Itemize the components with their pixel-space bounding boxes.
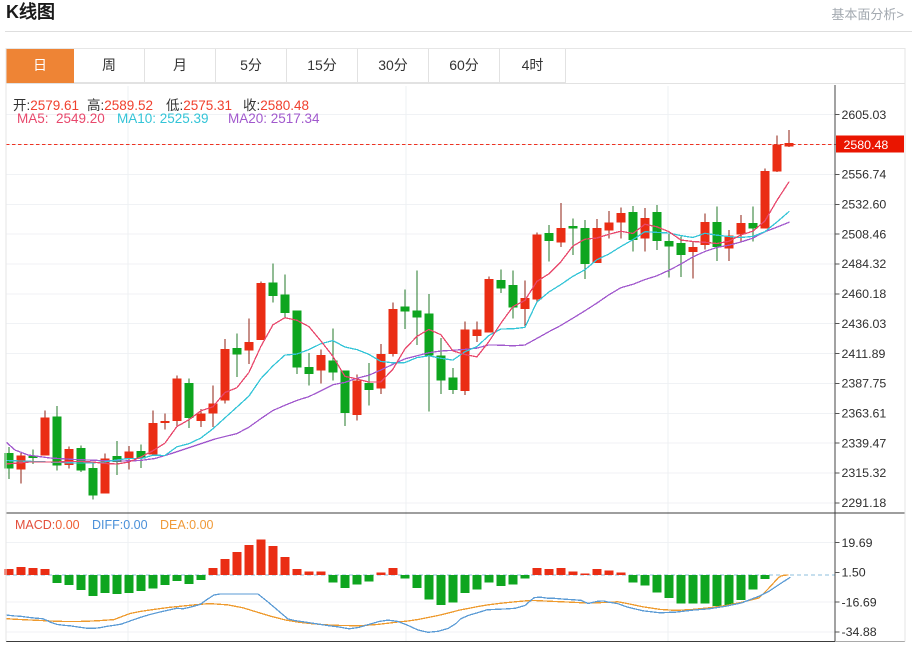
svg-text:2315.32: 2315.32: [842, 466, 887, 480]
svg-text:2532.60: 2532.60: [842, 198, 887, 212]
svg-text:2605.03: 2605.03: [842, 108, 887, 122]
svg-text:2387.75: 2387.75: [842, 377, 887, 391]
svg-text:19.69: 19.69: [842, 536, 873, 550]
svg-text:2339.47: 2339.47: [842, 436, 887, 450]
svg-text:2460.18: 2460.18: [842, 287, 887, 301]
svg-text:2484.32: 2484.32: [842, 257, 887, 271]
svg-text:2508.46: 2508.46: [842, 227, 887, 241]
svg-text:-34.88: -34.88: [842, 625, 877, 639]
svg-text:2411.89: 2411.89: [842, 347, 886, 361]
svg-text:2291.18: 2291.18: [842, 496, 887, 510]
svg-text:2580.48: 2580.48: [844, 138, 889, 152]
svg-text:-16.69: -16.69: [842, 595, 877, 609]
svg-text:1.50: 1.50: [842, 566, 866, 580]
svg-text:2363.61: 2363.61: [842, 407, 887, 421]
svg-text:2556.74: 2556.74: [842, 168, 887, 182]
svg-text:2436.03: 2436.03: [842, 317, 887, 331]
